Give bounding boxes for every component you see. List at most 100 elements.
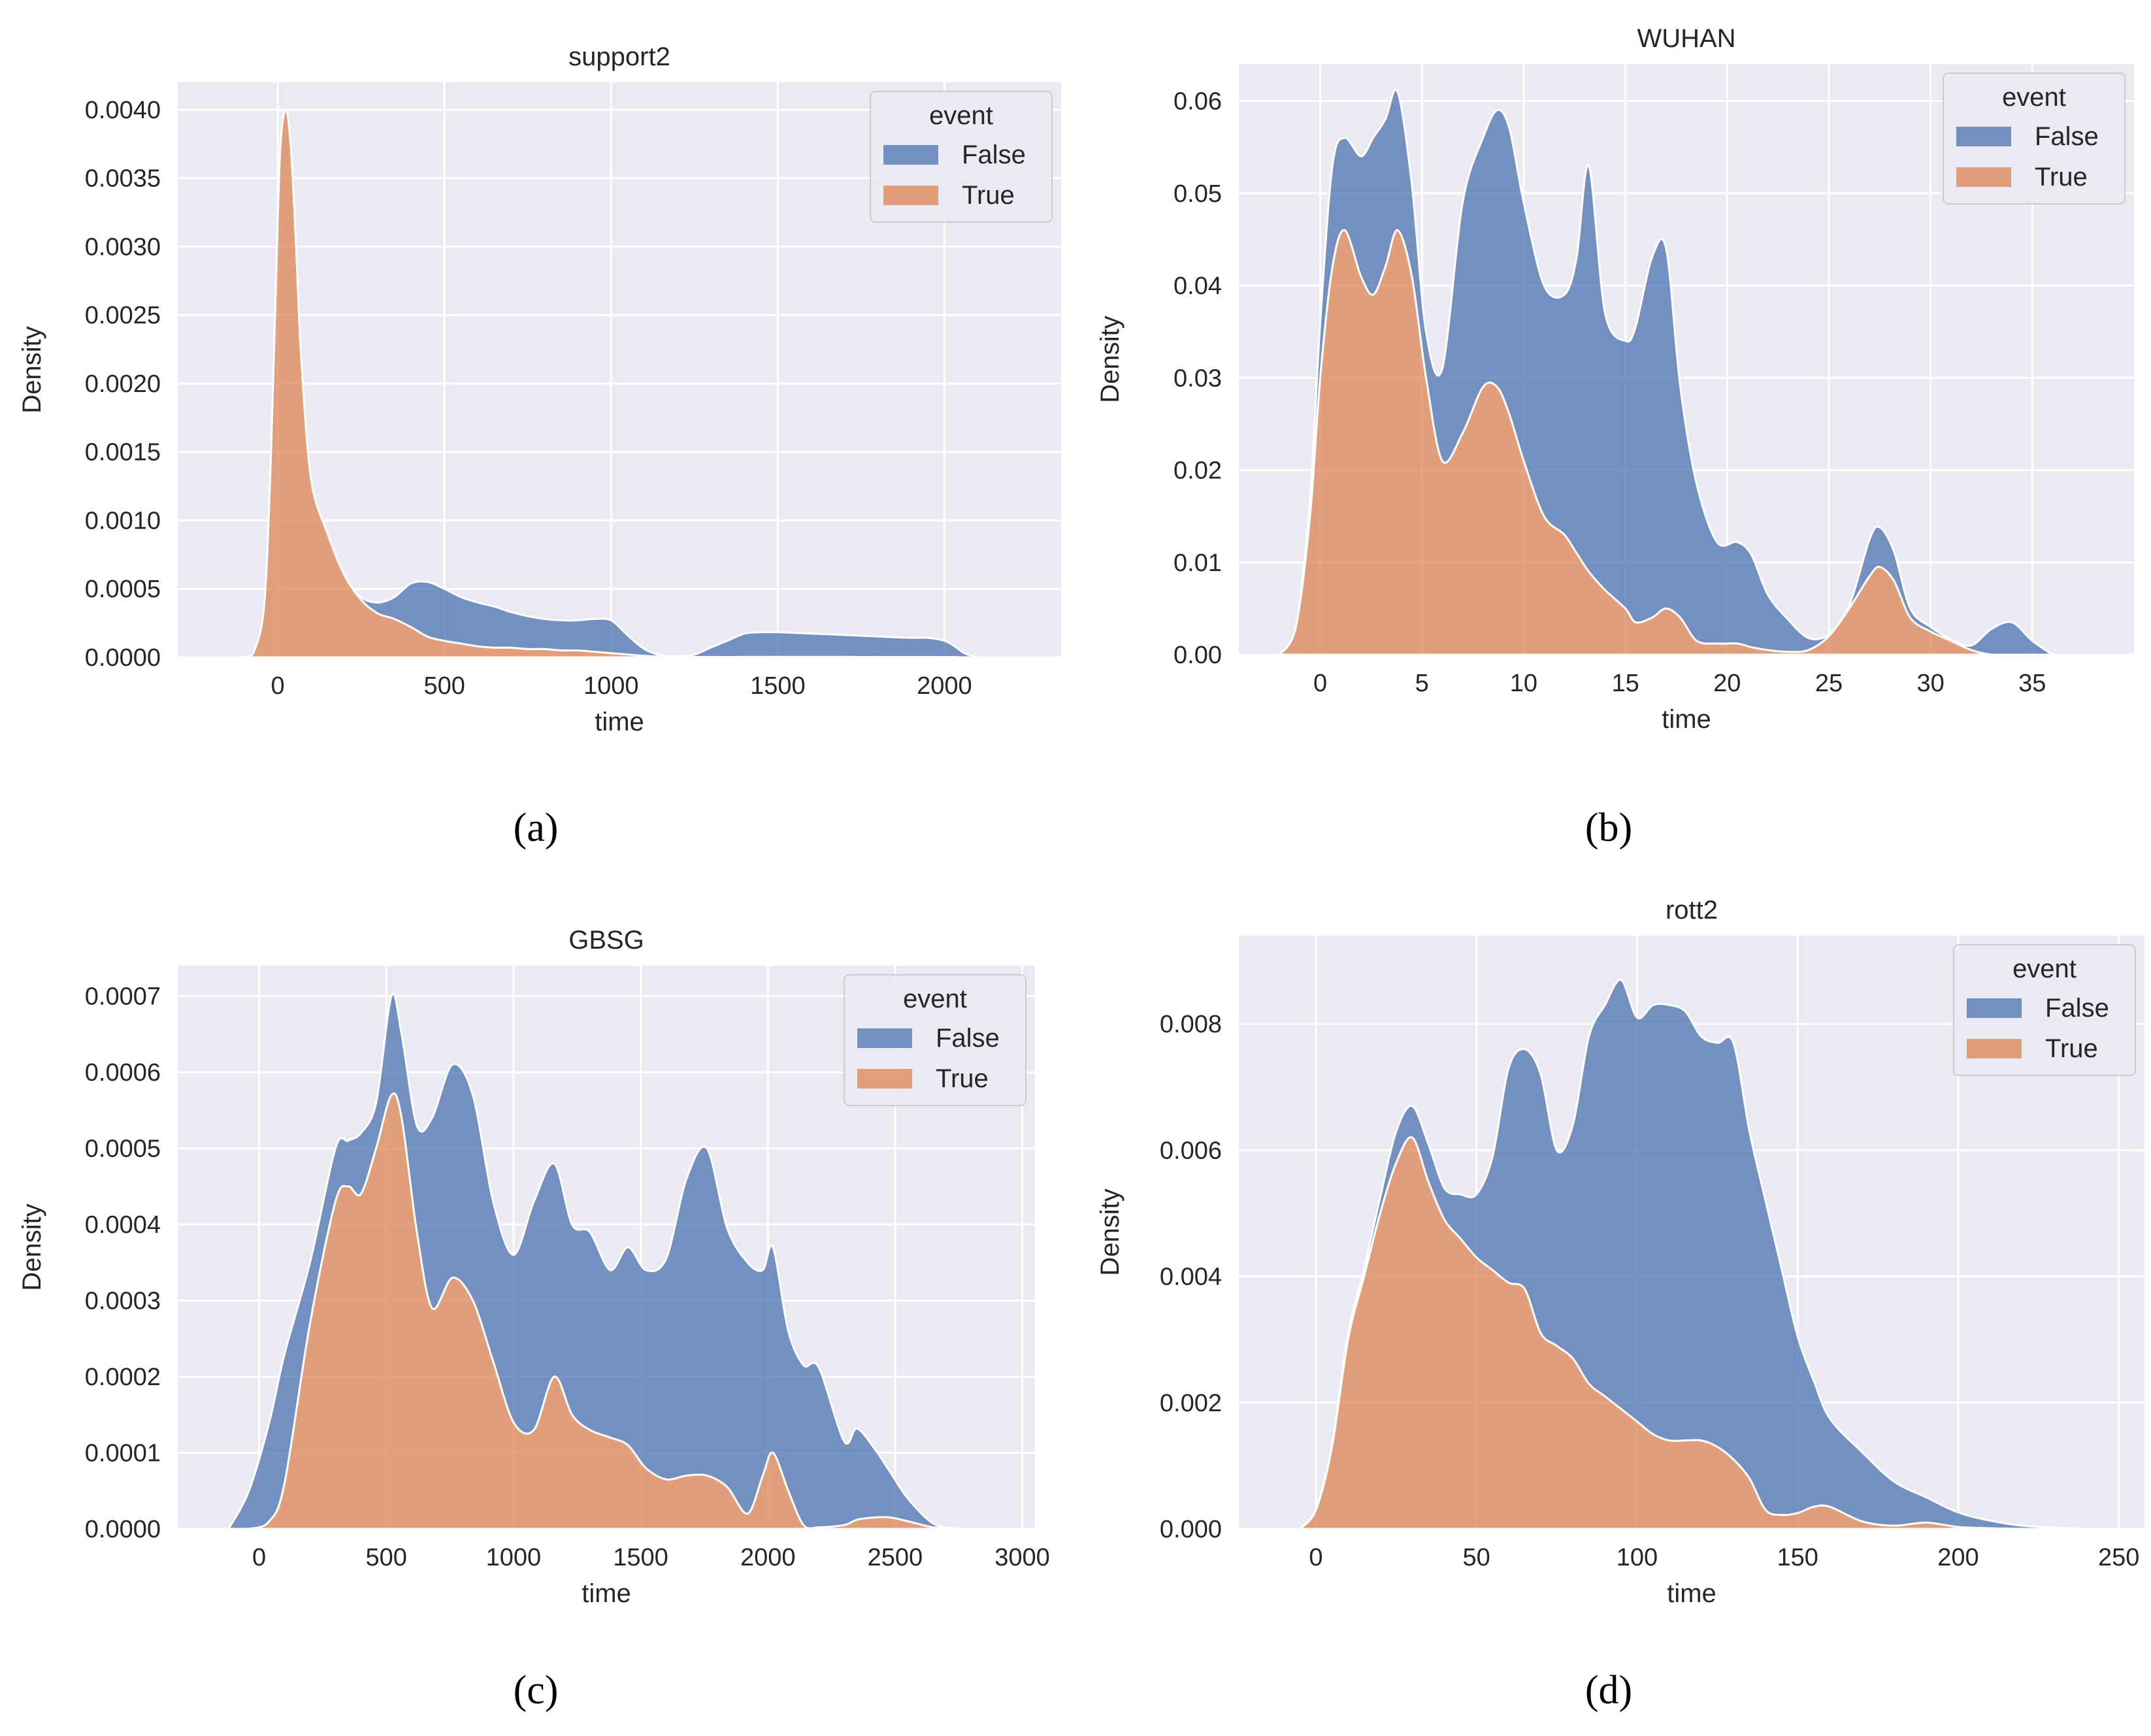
y-tick-label: 0.0007 [85,983,161,1011]
legend-title: event [903,985,967,1013]
chart-title: GBSG [568,926,644,955]
legend-swatch-false [1956,127,2011,146]
legend-label-true: True [962,181,1015,210]
y-tick-label: 0.002 [1160,1390,1222,1417]
x-tick-label: 0 [252,1544,266,1571]
legend-swatch-true [857,1069,912,1089]
y-axis-label: Density [18,1204,46,1290]
y-tick-label: 0.0020 [85,370,161,398]
x-axis-label: time [582,1579,631,1608]
legend-title: event [929,101,993,130]
y-tick-label: 0.0000 [85,1516,161,1543]
x-tick-label: 1500 [750,672,806,700]
y-tick-label: 0.0004 [85,1211,161,1239]
caption-c: (c) [513,1668,559,1712]
x-tick-label: 20 [1713,670,1741,697]
y-tick-label: 0.05 [1174,180,1222,208]
x-tick-label: 500 [423,672,465,700]
x-tick-label: 500 [366,1544,407,1571]
y-tick-label: 0.0003 [85,1288,161,1315]
legend-label-false: False [2035,122,2099,151]
panel-wuhan: 0 5 10 15 20 25 30 35 0.00 0.01 0.02 0.03 0.04 0.05 0.… [1078,0,2151,771]
y-tick-label: 0.0025 [85,302,161,329]
area-true [227,1092,960,1531]
legend-label-false: False [962,140,1026,169]
caption-b: (b) [1585,806,1633,850]
x-tick-label: 5 [1415,670,1429,697]
x-tick-label: 2500 [868,1544,923,1571]
chart-title: support2 [568,42,670,71]
x-axis-label: time [595,708,644,736]
area-true [243,108,979,659]
caption-d: (d) [1585,1668,1633,1712]
x-tick-label: 30 [1916,670,1944,697]
chart-svg: 0 500 1000 1500 2000 0.0000 0.0005 0.0010 0.0015… [18,42,1061,736]
y-tick-label: 0.0000 [85,644,161,672]
x-tick-label: 150 [1777,1544,1818,1571]
legend-label-false: False [2045,994,2109,1023]
y-axis-label: Density [1096,1188,1125,1275]
y-tick-label: 0.0030 [85,233,161,261]
legend-label-true: True [2045,1034,2098,1063]
y-tick-label: 0.01 [1174,549,1222,577]
y-tick-label: 0.0010 [85,507,161,534]
y-tick-label: 0.04 [1174,272,1222,300]
chart-title: WUHAN [1637,24,1735,53]
x-tick-label: 15 [1611,670,1639,697]
legend-label-true: True [2035,163,2088,191]
legend-label-true: True [936,1064,989,1093]
x-tick-label: 0 [1309,1544,1322,1571]
area-true [1298,1136,2088,1530]
legend-swatch-true [1956,167,2011,187]
legend-label-false: False [936,1024,1000,1053]
x-tick-label: 2000 [917,672,972,700]
y-tick-label: 0.0006 [85,1059,161,1087]
y-tick-label: 0.0040 [85,97,161,124]
y-tick-label: 0.000 [1160,1516,1222,1543]
y-tick-label: 0.0002 [85,1364,161,1391]
panel-rott2: 0 50 100 150 200 250 0.000 0.002 0.004 0.006 0.008… [1078,889,2151,1633]
y-axis-label: Density [1096,316,1125,402]
panel-support2: 0 500 1000 1500 2000 0.0000 0.0005 0.0010 0.0015… [0,26,1078,797]
y-tick-label: 0.03 [1174,365,1222,392]
x-tick-label: 100 [1617,1544,1658,1571]
y-tick-label: 0.0005 [85,576,161,603]
chart-svg: 0 50 100 150 200 250 0.000 0.002 0.004 0.006 0.008… [1096,896,2144,1608]
y-tick-label: 0.02 [1174,457,1222,485]
legend-swatch-false [1967,998,2022,1018]
x-tick-label: 10 [1510,670,1537,697]
panel-gbsg: 0 500 1000 1500 2000 2500 3000 0.0000 0.0001 0.00… [0,889,1078,1633]
legend-swatch-false [883,145,938,165]
y-tick-label: 0.0005 [85,1136,161,1163]
y-tick-label: 0.00 [1174,642,1222,669]
x-tick-label: 200 [1937,1544,1979,1571]
y-axis-label: Density [18,326,46,413]
legend-swatch-true [883,186,938,205]
y-tick-label: 0.008 [1160,1011,1222,1038]
legend-swatch-false [857,1028,912,1048]
x-tick-label: 0 [1313,670,1327,697]
legend: event False True [844,974,1026,1106]
chart-svg: 0 500 1000 1500 2000 2500 3000 0.0000 0.0001 0.00… [18,926,1050,1608]
y-tick-label: 0.006 [1160,1137,1222,1164]
y-tick-label: 0.06 [1174,88,1222,116]
x-tick-label: 3000 [994,1544,1050,1571]
chart-title: rott2 [1666,896,1718,925]
legend-swatch-true [1967,1039,2022,1058]
x-tick-label: 0 [271,672,284,700]
x-tick-label: 25 [1815,670,1843,697]
x-tick-label: 250 [2098,1544,2139,1571]
x-axis-label: time [1667,1579,1716,1608]
caption-a: (a) [513,806,559,850]
area-true [1278,229,2054,656]
x-tick-label: 2000 [740,1544,796,1571]
x-tick-label: 1500 [613,1544,668,1571]
y-tick-label: 0.0001 [85,1440,161,1467]
legend: event False True [1953,944,2136,1076]
y-tick-label: 0.0015 [85,439,161,467]
x-tick-label: 50 [1463,1544,1490,1571]
chart-svg: 0 5 10 15 20 25 30 35 0.00 0.01 0.02 0.03 0.04 0.05 0.… [1096,24,2134,734]
y-tick-label: 0.004 [1160,1264,1222,1291]
x-tick-label: 1000 [486,1544,542,1571]
